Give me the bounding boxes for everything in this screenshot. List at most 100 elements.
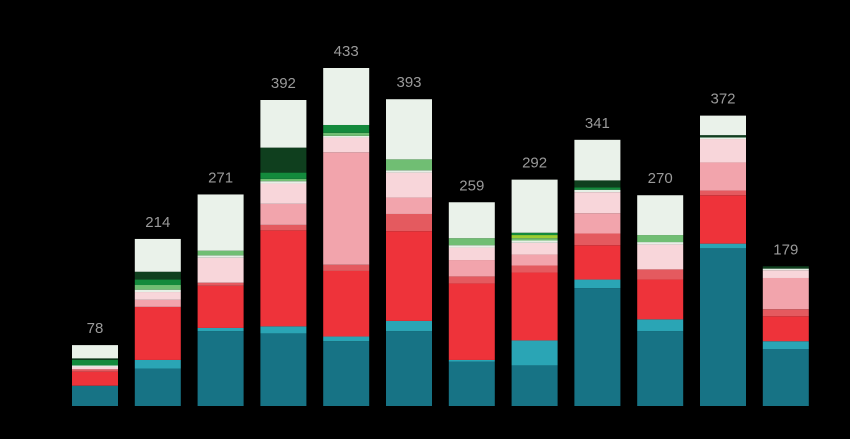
bar-segment-12-4 xyxy=(762,309,809,317)
bar-segment-3-4 xyxy=(197,282,244,286)
bar-segment-12-6 xyxy=(762,270,809,278)
bar-segment-9-11 xyxy=(574,180,621,188)
bar-segment-8-8 xyxy=(511,238,558,241)
bar-segment-6-1 xyxy=(386,331,432,406)
bar-segment-4-7 xyxy=(260,181,307,184)
bar-segment-11-2 xyxy=(700,243,746,249)
bar-segment-3-3 xyxy=(197,285,244,328)
bar-segment-3-12 xyxy=(197,194,244,251)
bar-segment-8-10 xyxy=(511,232,558,236)
bar-segment-9-1 xyxy=(574,288,621,406)
bar-segment-2-6 xyxy=(134,292,181,300)
bar-segment-8-1 xyxy=(511,365,558,406)
bar-segment-8-7 xyxy=(511,240,558,243)
bar-segment-9-2 xyxy=(574,279,621,289)
bar-segment-9-4 xyxy=(574,233,621,246)
bar-segment-5-8 xyxy=(323,132,370,136)
bar-total-label-9: 341 xyxy=(585,115,610,132)
bar-total-label-4: 392 xyxy=(271,75,296,92)
bar-segment-11-1 xyxy=(700,248,746,406)
bar-segment-4-8 xyxy=(260,178,307,182)
bar-segment-3-1 xyxy=(197,331,244,406)
bar-segment-9-12 xyxy=(574,139,621,181)
bar-segment-1-4 xyxy=(72,369,118,372)
bar-segment-10-1 xyxy=(637,331,684,406)
bar-segment-9-3 xyxy=(574,245,621,280)
bar-segment-8-12 xyxy=(511,179,558,233)
bar-segment-3-2 xyxy=(197,327,244,332)
bar-segment-5-2 xyxy=(323,336,370,342)
bar-total-label-2: 214 xyxy=(145,214,170,231)
bar-segment-7-4 xyxy=(448,276,495,284)
bar-total-label-10: 270 xyxy=(648,170,673,187)
bar-segment-1-1 xyxy=(72,385,118,406)
bar-segment-5-12 xyxy=(323,68,370,125)
bar-segment-5-10 xyxy=(323,124,370,133)
bar-segment-4-4 xyxy=(260,224,307,231)
bar-total-label-7: 259 xyxy=(459,177,484,194)
bar-segment-2-8 xyxy=(134,285,181,290)
bar-segment-12-3 xyxy=(762,316,809,342)
bar-segment-5-4 xyxy=(323,264,370,271)
bar-segment-5-3 xyxy=(323,270,370,337)
total-labels-layer: 78 214 271 392 433 393 259 292 341 270 372 179 xyxy=(87,43,799,337)
bar-segment-7-6 xyxy=(448,247,495,261)
bar-segment-7-7 xyxy=(448,245,495,248)
bar-total-label-11: 372 xyxy=(710,91,735,108)
bar-segment-7-2 xyxy=(448,359,495,362)
bar-segment-10-12 xyxy=(637,195,684,236)
bar-segment-1-7 xyxy=(72,365,118,367)
bar-segment-3-7 xyxy=(197,255,244,258)
bar-segment-4-10 xyxy=(260,172,307,179)
bar-segment-1-10 xyxy=(72,359,118,366)
bar-segment-6-7 xyxy=(386,170,432,173)
bars-layer xyxy=(72,68,809,406)
bar-segment-10-6 xyxy=(637,244,684,270)
bar-segment-9-5 xyxy=(574,213,621,234)
bar-segment-7-3 xyxy=(448,283,495,360)
bar-segment-6-12 xyxy=(386,99,432,160)
bar-segment-6-3 xyxy=(386,231,432,321)
bar-segment-12-11 xyxy=(762,266,809,269)
bar-total-label-12: 179 xyxy=(773,241,798,258)
bar-segment-9-10 xyxy=(574,187,621,190)
bar-segment-7-1 xyxy=(448,361,495,406)
bar-segment-8-3 xyxy=(511,272,558,341)
bar-segment-2-10 xyxy=(134,279,181,285)
bar-segment-1-11 xyxy=(72,358,118,360)
bar-segment-2-7 xyxy=(134,289,181,293)
bar-segment-11-5 xyxy=(700,162,746,191)
bar-segment-5-1 xyxy=(323,341,370,406)
bar-segment-10-3 xyxy=(637,279,684,320)
bar-segment-9-7 xyxy=(574,189,621,193)
bar-segment-8-6 xyxy=(511,242,558,255)
bar-segment-11-4 xyxy=(700,190,746,196)
bar-segment-12-7 xyxy=(762,268,809,271)
bar-segment-11-6 xyxy=(700,139,746,163)
bar-segment-6-4 xyxy=(386,213,432,232)
bar-segment-6-2 xyxy=(386,320,432,332)
bar-segment-11-11 xyxy=(700,135,746,138)
bar-segment-7-12 xyxy=(448,202,495,239)
bar-segment-4-3 xyxy=(260,230,307,327)
bar-segment-2-1 xyxy=(134,368,181,406)
bar-segment-1-6 xyxy=(72,366,118,370)
bar-segment-11-12 xyxy=(700,115,746,136)
bar-segment-4-1 xyxy=(260,333,307,406)
bar-segment-11-7 xyxy=(700,137,746,140)
bar-segment-6-5 xyxy=(386,197,432,214)
bar-segment-8-2 xyxy=(511,340,558,366)
bar-segment-5-5 xyxy=(323,152,370,265)
bar-segment-12-5 xyxy=(762,277,809,310)
bar-total-label-6: 393 xyxy=(396,74,421,91)
bar-segment-6-6 xyxy=(386,172,432,198)
bar-segment-8-5 xyxy=(511,254,558,266)
bar-segment-11-3 xyxy=(700,195,746,244)
bar-segment-2-2 xyxy=(134,359,181,369)
bar-segment-7-5 xyxy=(448,260,495,277)
bar-segment-4-6 xyxy=(260,183,307,204)
bar-segment-10-2 xyxy=(637,319,684,332)
bar-segment-3-6 xyxy=(197,257,244,283)
bar-segment-5-6 xyxy=(323,137,370,153)
